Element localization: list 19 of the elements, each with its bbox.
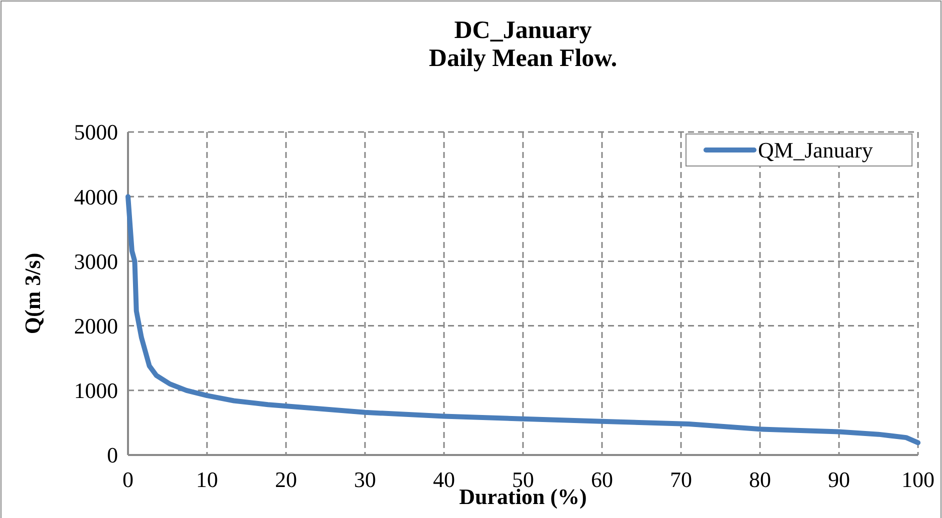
y-tick-label: 5000 bbox=[74, 120, 118, 145]
y-tick-label: 0 bbox=[107, 442, 118, 468]
x-tick-label: 30 bbox=[354, 467, 376, 492]
x-tick-label: 60 bbox=[591, 467, 613, 492]
chart-title: DC_January Daily Mean Flow. bbox=[428, 17, 618, 72]
legend-label: QM_January bbox=[758, 138, 873, 163]
x-tick-label: 90 bbox=[828, 467, 850, 492]
x-tick-label: 20 bbox=[275, 467, 297, 492]
y-axis-title: Q(m 3/s) bbox=[20, 252, 45, 334]
x-tick-label: 0 bbox=[122, 467, 134, 492]
x-tick-label: 100 bbox=[902, 467, 934, 492]
y-tick-label: 4000 bbox=[74, 184, 118, 210]
x-tick-label: 40 bbox=[433, 467, 455, 492]
y-tick-label: 2000 bbox=[74, 314, 118, 338]
x-tick-label: 70 bbox=[670, 467, 692, 492]
y-tick-label: 1000 bbox=[74, 378, 118, 404]
x-tick-label: 10 bbox=[196, 467, 218, 492]
x-tick-label: 80 bbox=[749, 467, 771, 492]
y-tick-label: 3000 bbox=[74, 248, 118, 274]
